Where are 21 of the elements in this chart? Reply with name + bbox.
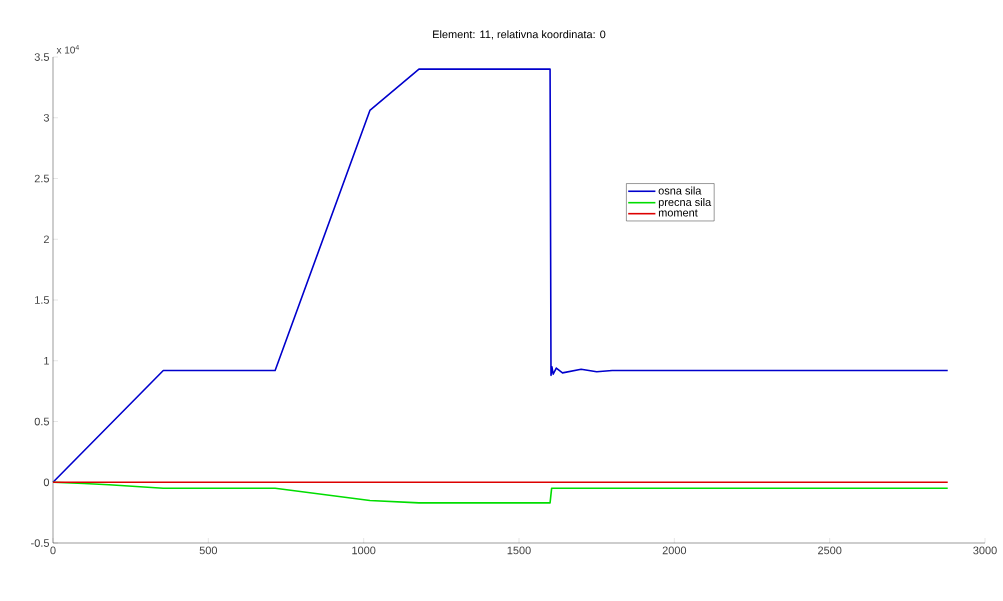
y-tick-label: 3.5 — [34, 53, 50, 61]
x-tick-label: 1500 — [507, 546, 531, 555]
x-tick-label: 3000 — [973, 546, 997, 555]
legend-label: precna sila — [658, 197, 712, 209]
y-tick-label: 1 — [44, 356, 49, 365]
x-tick-label: 2000 — [662, 546, 687, 555]
x-tick-label: 2500 — [818, 546, 842, 555]
text: x 10$^{4}$ — [56, 44, 80, 54]
y-tick-label: 0 — [43, 478, 50, 487]
x-tick-label: 0 — [50, 546, 56, 555]
y-tick-label: 2 — [43, 235, 49, 244]
legend-label: moment — [658, 209, 698, 217]
chart-title: Element: 11, relativna koordinata: 0 — [433, 30, 606, 40]
y-tick-label: 0.5 — [34, 417, 50, 426]
y-tick-label: 2.5 — [34, 174, 50, 183]
x-tick-label: 1000 — [352, 546, 376, 555]
legend-label: osna sila — [658, 186, 702, 195]
y-tick-label: -0.5 — [31, 539, 50, 547]
y-tick-label: 1.5 — [35, 296, 50, 304]
x-tick-label: 500 — [199, 546, 218, 555]
y-tick-label: 3 — [43, 113, 49, 122]
